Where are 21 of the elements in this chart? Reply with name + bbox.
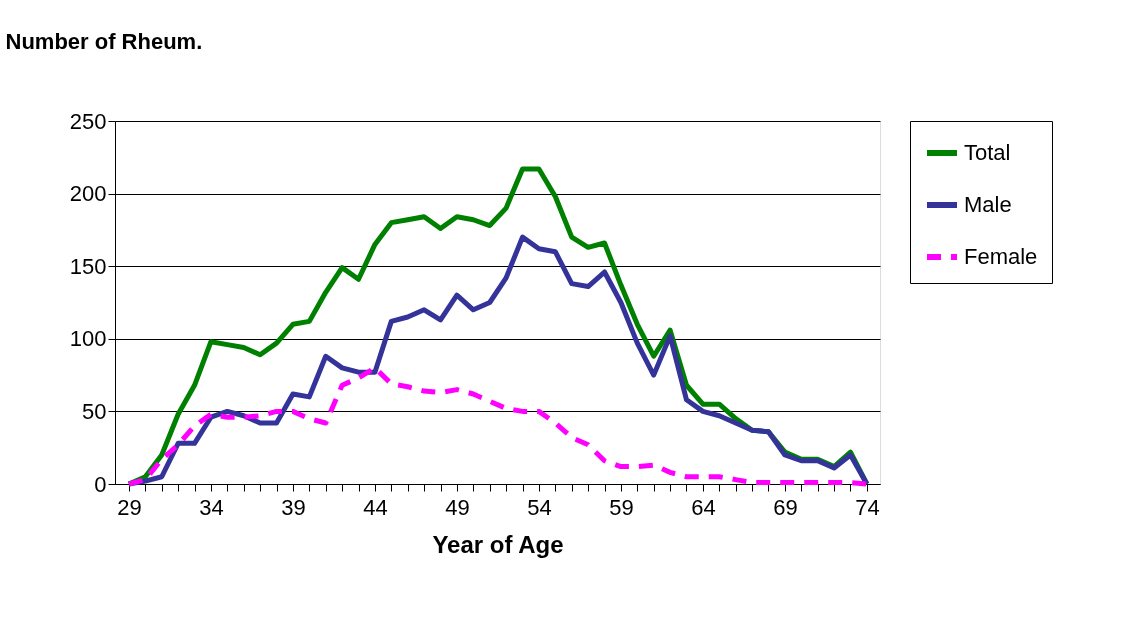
x-tick-label: 49 — [445, 494, 470, 520]
y-tick-label: 150 — [69, 253, 107, 279]
y-tick-label: 200 — [69, 181, 107, 207]
y-tick-label: 100 — [69, 326, 107, 352]
x-tick-label: 34 — [199, 494, 224, 520]
y-axis-title: Number of Rheum. — [5, 28, 203, 54]
x-tick-label: 39 — [281, 494, 306, 520]
x-tick-label: 69 — [773, 494, 798, 520]
x-tick-label: 44 — [363, 494, 388, 520]
x-axis-title: Year of Age — [432, 530, 564, 558]
x-tick-label: 29 — [117, 494, 142, 520]
x-tick-label: 64 — [691, 494, 716, 520]
legend-label: Female — [964, 244, 1038, 269]
y-tick-label: 50 — [82, 398, 107, 424]
y-tick-label: 250 — [69, 108, 107, 134]
x-tick-label: 59 — [609, 494, 634, 520]
legend-label: Male — [964, 192, 1012, 217]
x-tick-label: 54 — [527, 494, 552, 520]
x-tick-label: 74 — [855, 494, 880, 520]
legend-label: Total — [964, 140, 1011, 165]
y-tick-label: 0 — [94, 471, 107, 497]
